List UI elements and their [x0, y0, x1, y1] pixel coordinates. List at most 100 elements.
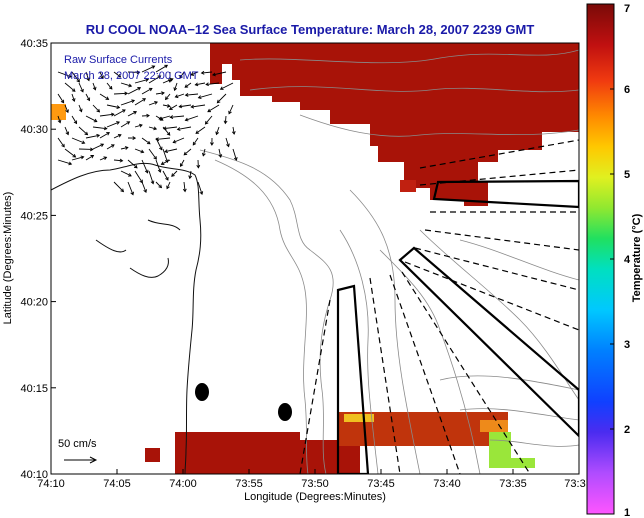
- current-vector: [134, 124, 143, 128]
- current-vector: [120, 147, 128, 150]
- current-vector-head: [155, 137, 160, 142]
- current-vector-head: [68, 74, 72, 78]
- current-vector: [174, 82, 178, 91]
- current-vector: [141, 181, 147, 193]
- current-vector: [127, 181, 134, 195]
- current-vector: [228, 104, 234, 114]
- current-vector: [148, 170, 154, 184]
- current-vector-head: [86, 77, 91, 82]
- current-vector: [155, 159, 161, 173]
- current-vector-head: [173, 87, 178, 92]
- current-vector: [64, 126, 69, 135]
- current-vector-head: [201, 152, 206, 157]
- current-vector-head: [124, 91, 129, 96]
- current-vector-head: [117, 74, 122, 78]
- x-tick-label: 73:50: [301, 478, 329, 490]
- current-vector-head: [158, 146, 163, 151]
- current-vector: [92, 82, 96, 90]
- current-vector: [113, 181, 124, 192]
- current-vector: [198, 93, 213, 99]
- current-vector: [71, 137, 85, 144]
- current-vector-head: [231, 131, 236, 135]
- current-vector-head: [197, 95, 202, 100]
- current-vector-head: [153, 156, 157, 160]
- radar-footprints: [336, 179, 579, 474]
- current-vector-head: [182, 188, 187, 193]
- current-vector: [141, 137, 151, 145]
- current-vector-head: [110, 112, 115, 117]
- current-vector-head: [207, 108, 211, 113]
- x-tick-label: 74:10: [37, 478, 65, 490]
- current-vector: [113, 92, 128, 95]
- current-vector: [185, 115, 199, 121]
- colorbar-tick-label: 5: [624, 169, 630, 181]
- current-vector-head: [103, 156, 108, 160]
- current-vector: [191, 104, 206, 108]
- sst-warm-region: [145, 43, 579, 474]
- current-vector-head: [131, 99, 136, 104]
- current-vector-head: [116, 105, 121, 110]
- current-vector-head: [192, 141, 197, 146]
- current-vector-head: [106, 132, 110, 136]
- current-vector: [134, 78, 149, 84]
- y-tick-label: 40:15: [20, 383, 48, 395]
- current-vector-head: [68, 161, 73, 166]
- current-vector-head: [194, 82, 199, 87]
- current-vector: [183, 148, 192, 156]
- current-vector: [225, 137, 230, 147]
- colorbar-tick-label: 6: [624, 84, 630, 96]
- surface-current-vectors: [57, 64, 238, 196]
- current-vector-head: [164, 96, 169, 101]
- current-vector-head: [100, 143, 105, 147]
- current-vector-head: [157, 169, 162, 173]
- current-vector: [71, 93, 75, 102]
- current-vector: [207, 104, 220, 113]
- colorbar-tick-label: 2: [624, 424, 630, 436]
- current-vector-head: [153, 126, 158, 131]
- current-vector: [184, 82, 192, 88]
- current-vector-head: [81, 140, 86, 145]
- current-vector: [99, 113, 114, 117]
- current-vector: [202, 148, 206, 156]
- current-vector: [120, 170, 132, 177]
- current-vector-head: [110, 144, 115, 148]
- current-vector: [106, 144, 115, 150]
- current-vector: [190, 71, 199, 76]
- current-vector: [164, 148, 178, 153]
- current-vector: [155, 64, 168, 73]
- current-vector-head: [139, 123, 143, 128]
- current-vector: [113, 134, 122, 139]
- current-vector-head: [184, 117, 189, 122]
- current-vector-head: [145, 78, 149, 82]
- current-vector: [212, 71, 227, 76]
- current-vector: [99, 71, 104, 79]
- current-vector: [171, 170, 178, 177]
- y-tick-label: 40:10: [20, 469, 48, 481]
- current-vector-head: [172, 139, 177, 144]
- current-vector-head: [196, 164, 201, 169]
- current-vector-head: [188, 175, 193, 180]
- current-vector: [106, 121, 120, 128]
- colorbar-tick-label: 4: [624, 254, 631, 266]
- current-vector: [71, 71, 80, 83]
- current-vector-head: [61, 143, 65, 148]
- current-vector: [161, 159, 171, 165]
- current-vector-head: [168, 106, 173, 110]
- current-vector: [71, 115, 77, 124]
- current-vector: [57, 159, 72, 165]
- current-vector-head: [157, 75, 162, 79]
- current-vector: [106, 104, 120, 109]
- current-vector: [179, 104, 192, 108]
- current-vector: [92, 143, 104, 150]
- current-vector: [148, 101, 158, 106]
- current-vector-head: [93, 118, 98, 123]
- current-vector-head: [140, 149, 145, 154]
- current-vector: [155, 92, 165, 95]
- current-vector-head: [96, 133, 101, 138]
- current-vector-head: [158, 116, 163, 121]
- current-vector: [120, 82, 132, 87]
- y-tick-label: 40:35: [20, 38, 48, 50]
- current-vector-head: [169, 115, 174, 119]
- current-vector: [113, 159, 123, 162]
